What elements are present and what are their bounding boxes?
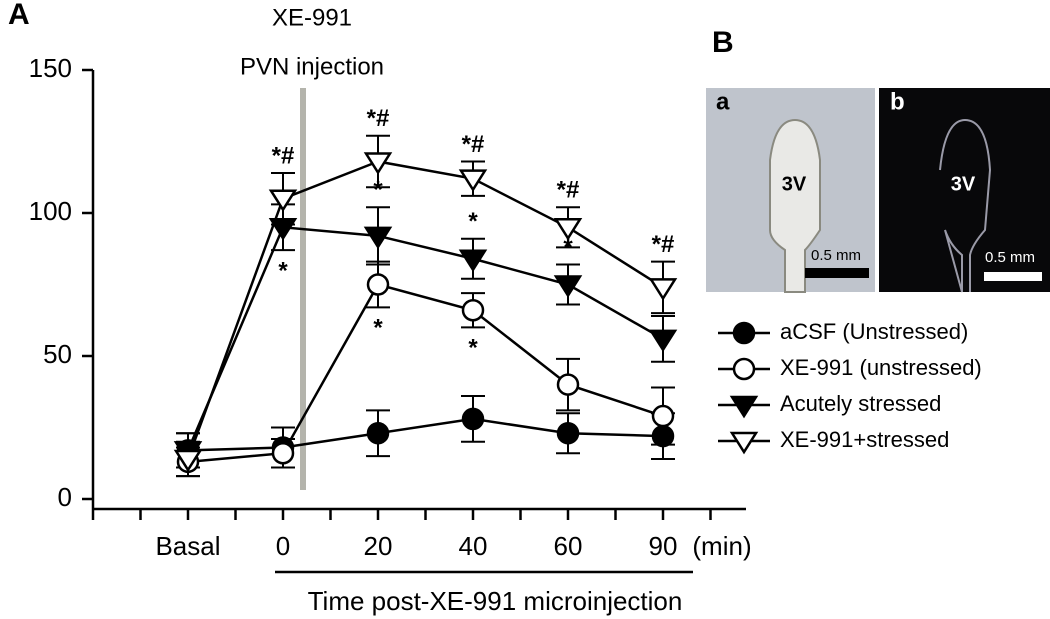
x-tick-label: 90 [649,531,678,561]
significance: *# [557,177,580,204]
point [366,421,390,445]
point [268,189,298,213]
micrograph-b: b 3V 0.5 mm [879,88,1050,293]
region-label: 3V [782,173,807,195]
series-line [187,283,664,464]
x-axis-title: Time post-XE-991 microinjection [308,586,683,616]
scale-label: 0.5 mm [811,247,861,264]
y-tick-label: 100 [29,196,72,226]
point [366,273,390,296]
point [363,152,393,175]
point [363,226,393,250]
point [651,424,675,448]
x-tick-label: 60 [554,531,583,561]
y-tick-label: 150 [29,53,72,83]
significance: * [563,234,573,261]
panel-label: B [712,26,734,59]
y-tick-label: 50 [43,339,72,369]
series-line [187,417,664,452]
x-tick-label: 20 [364,531,393,561]
legend-marker [729,431,759,455]
point [553,275,583,298]
point [458,249,488,273]
series-line [186,225,664,451]
point [271,441,295,465]
injection-line [300,88,306,490]
significance: * [468,335,478,362]
point [553,218,583,241]
point [458,169,488,193]
annotation: XE-991 [272,4,352,31]
point [651,404,675,428]
point [556,373,580,396]
significance: *# [367,105,390,132]
image-label: b [890,88,905,115]
y-tick-label: 0 [58,482,72,512]
panel-label: A [8,0,30,31]
legend-marker [732,321,756,345]
significance: * [468,208,478,235]
point [556,421,580,445]
significance: *# [272,142,295,169]
legend-label: Acutely stressed [780,391,941,416]
legend-label: XE-991 (unstressed) [780,355,982,380]
significance: * [373,177,383,204]
x-unit: (min) [692,531,751,561]
significance: * [373,315,383,342]
legend-marker [729,395,759,419]
legend-marker [732,357,756,381]
scale-label: 0.5 mm [985,249,1035,266]
region-label: 3V [951,173,976,195]
point [648,329,678,353]
legend-label: aCSF (Unstressed) [780,319,968,344]
x-tick-label: 40 [459,531,488,561]
image-label: a [716,88,730,115]
legend-label: XE-991+stressed [780,427,949,452]
significance: *# [652,231,675,258]
x-tick-label: Basal [155,531,220,561]
x-tick-label: 0 [276,531,290,561]
point [461,407,485,431]
series-line [186,160,664,460]
micrograph-a: a 3V 0.5 mm [706,88,875,293]
point [268,218,298,241]
significance: * [278,258,288,285]
significance: *# [462,131,485,158]
point [173,449,203,473]
annotation: PVN injection [240,53,384,80]
point [648,278,678,301]
point [461,298,485,322]
